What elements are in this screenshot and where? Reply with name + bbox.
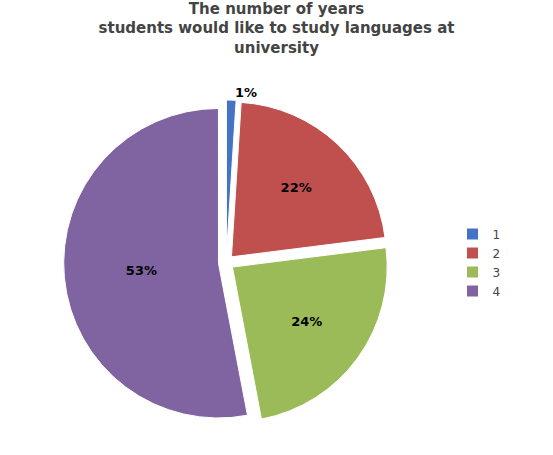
svg-text:4: 4 [493, 285, 501, 299]
svg-text:1: 1 [493, 228, 501, 242]
svg-text:3: 3 [493, 266, 501, 280]
svg-text:22%: 22% [281, 180, 312, 195]
svg-text:53%: 53% [126, 263, 157, 278]
svg-text:24%: 24% [291, 314, 322, 329]
svg-text:2: 2 [493, 247, 501, 261]
svg-text:The number of yearsstudents wo: The number of yearsstudents would like t… [99, 0, 455, 57]
svg-text:1%: 1% [235, 85, 257, 100]
